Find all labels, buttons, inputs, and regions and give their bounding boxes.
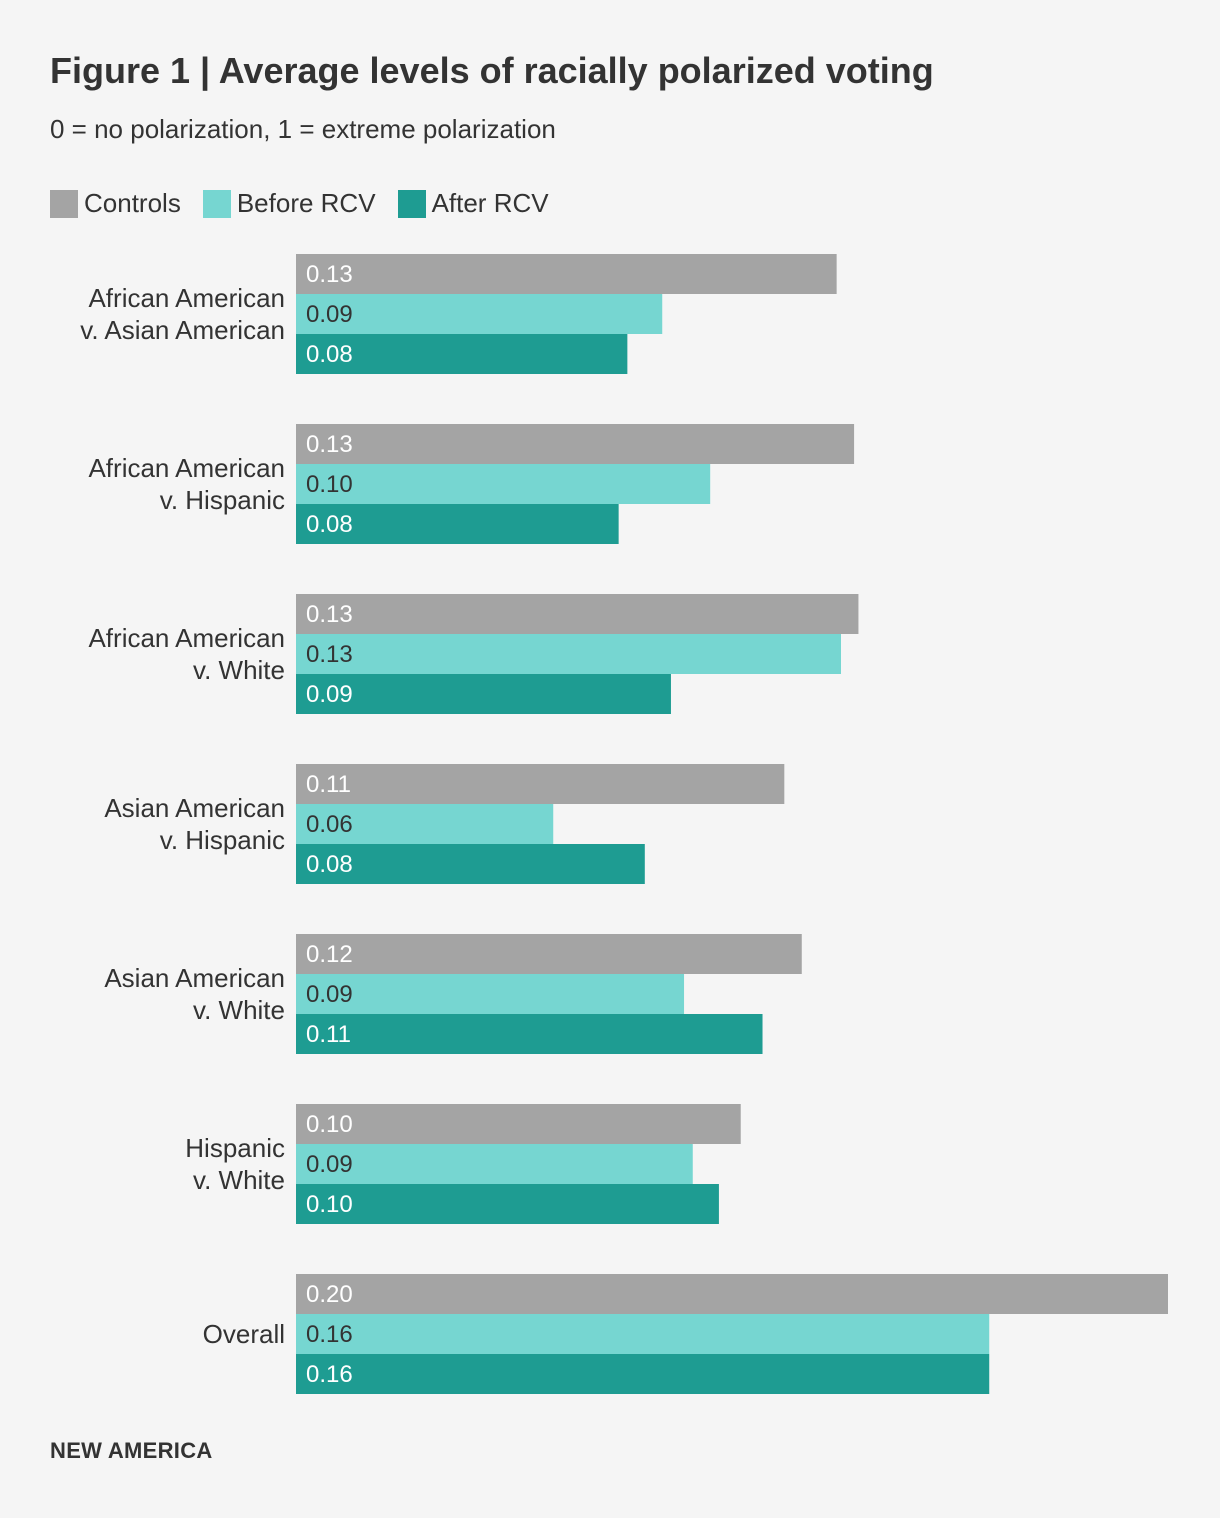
category-label-6-line-0: Overall — [203, 1319, 285, 1349]
category-label-2-line-0: African American — [88, 623, 285, 653]
bar-controls-2 — [296, 594, 859, 634]
bar-after-rcv-6 — [296, 1354, 990, 1394]
bar-before-rcv-6 — [296, 1314, 990, 1354]
bar-before-rcv-2 — [296, 634, 841, 674]
category-label-2-line-1: v. White — [193, 655, 285, 685]
category-label-1-line-0: African American — [88, 453, 285, 483]
bar-before-rcv-3 — [296, 804, 554, 844]
bar-controls-6 — [296, 1274, 1168, 1314]
bar-before-rcv-4 — [296, 974, 685, 1014]
legend-swatch-after-rcv — [397, 189, 426, 218]
bar-after-rcv-4 — [296, 1014, 763, 1054]
bar-controls-4 — [296, 934, 802, 974]
category-label-4-line-0: Asian American — [104, 963, 285, 993]
data-label-before-rcv-3: 0.06 — [306, 811, 353, 838]
legend: Controls Before RCV After RCV — [50, 188, 571, 219]
legend-item-after-rcv: After RCV — [397, 188, 549, 219]
legend-label-before-rcv: Before RCV — [236, 188, 376, 218]
data-label-controls-1: 0.13 — [306, 431, 353, 458]
category-label-4-line-1: v. White — [193, 995, 285, 1025]
bar-controls-0 — [296, 254, 837, 294]
chart-subtitle: 0 = no polarization, 1 = extreme polariz… — [50, 114, 556, 144]
data-label-after-rcv-0: 0.08 — [306, 341, 353, 368]
data-label-controls-4: 0.12 — [306, 941, 353, 968]
data-label-controls-6: 0.20 — [306, 1281, 353, 1308]
data-label-controls-5: 0.10 — [306, 1111, 353, 1138]
bar-before-rcv-0 — [296, 294, 663, 334]
category-label-5-line-1: v. White — [193, 1165, 285, 1195]
category-label-3-line-1: v. Hispanic — [160, 825, 285, 855]
category-label-0-line-0: African American — [88, 283, 285, 313]
legend-swatch-controls — [50, 189, 78, 218]
data-label-after-rcv-3: 0.08 — [306, 851, 353, 878]
bar-controls-3 — [296, 764, 785, 804]
legend-label-controls: Controls — [84, 188, 181, 218]
category-label-3-line-0: Asian American — [104, 793, 285, 823]
bar-after-rcv-2 — [296, 674, 671, 714]
legend-swatch-before-rcv — [202, 189, 231, 218]
data-label-after-rcv-2: 0.09 — [306, 681, 353, 708]
bar-after-rcv-1 — [296, 504, 619, 544]
legend-item-controls: Controls — [50, 188, 181, 219]
data-label-before-rcv-4: 0.09 — [306, 981, 353, 1008]
category-label-0-line-1: v. Asian American — [80, 315, 285, 345]
data-label-before-rcv-5: 0.09 — [306, 1151, 353, 1178]
bar-before-rcv-1 — [296, 464, 711, 504]
legend-label-after-rcv: After RCV — [431, 188, 549, 218]
data-label-after-rcv-4: 0.11 — [306, 1021, 351, 1048]
data-label-before-rcv-2: 0.13 — [306, 641, 353, 668]
data-label-controls-3: 0.11 — [306, 771, 351, 798]
bar-after-rcv-0 — [296, 334, 628, 374]
data-label-after-rcv-5: 0.10 — [306, 1191, 353, 1218]
data-label-before-rcv-0: 0.09 — [306, 301, 353, 328]
category-label-1-line-1: v. Hispanic — [160, 485, 285, 515]
bar-before-rcv-5 — [296, 1144, 693, 1184]
brand-footer: NEW AMERICA — [50, 1438, 213, 1463]
bar-controls-5 — [296, 1104, 741, 1144]
data-label-controls-2: 0.13 — [306, 601, 353, 628]
data-label-before-rcv-6: 0.16 — [306, 1321, 353, 1348]
bar-after-rcv-5 — [296, 1184, 719, 1224]
legend-item-before-rcv: Before RCV — [202, 188, 376, 219]
bar-after-rcv-3 — [296, 844, 645, 884]
chart-title: Figure 1 | Average levels of racially po… — [50, 50, 934, 91]
data-label-before-rcv-1: 0.10 — [306, 471, 353, 498]
bar-controls-1 — [296, 424, 855, 464]
category-label-5-line-0: Hispanic — [185, 1133, 285, 1163]
data-label-controls-0: 0.13 — [306, 261, 353, 288]
data-label-after-rcv-6: 0.16 — [306, 1361, 353, 1388]
data-label-after-rcv-1: 0.08 — [306, 511, 353, 538]
